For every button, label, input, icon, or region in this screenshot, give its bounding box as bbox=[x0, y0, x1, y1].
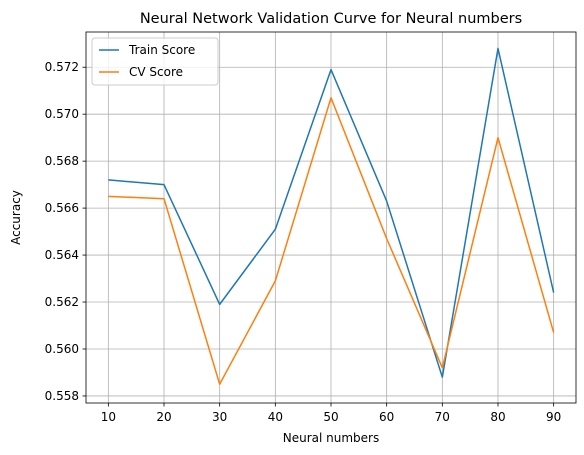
x-tick-label: 70 bbox=[435, 410, 450, 424]
y-axis-label: Accuracy bbox=[9, 190, 23, 245]
y-tick-label: 0.560 bbox=[45, 342, 79, 356]
x-tick-label: 10 bbox=[101, 410, 116, 424]
x-tick-label: 30 bbox=[212, 410, 227, 424]
y-tick-label: 0.562 bbox=[45, 295, 79, 309]
y-tick-label: 0.566 bbox=[45, 201, 79, 215]
x-tick-label: 40 bbox=[268, 410, 283, 424]
legend-label: CV Score bbox=[129, 65, 183, 79]
x-tick-label: 60 bbox=[379, 410, 394, 424]
x-tick-label: 20 bbox=[156, 410, 171, 424]
y-tick-label: 0.570 bbox=[45, 107, 79, 121]
x-tick-label: 90 bbox=[546, 410, 561, 424]
x-axis-label: Neural numbers bbox=[283, 431, 380, 445]
y-tick-label: 0.572 bbox=[45, 60, 79, 74]
chart-title: Neural Network Validation Curve for Neur… bbox=[140, 11, 522, 27]
x-tick-label: 80 bbox=[490, 410, 505, 424]
y-tick-label: 0.564 bbox=[45, 248, 79, 262]
axis-ticks: 10 20 30 40 50 60 70 80 90 0.558 0.560 0.562 0.564 0.… bbox=[45, 60, 562, 424]
legend-box bbox=[91, 37, 219, 86]
legend: Train Score CV Score bbox=[91, 37, 219, 86]
y-tick-label: 0.558 bbox=[45, 389, 79, 403]
legend-label: Train Score bbox=[128, 43, 195, 57]
series-lines bbox=[108, 47, 555, 385]
y-tick-label: 0.568 bbox=[45, 154, 79, 168]
grid bbox=[86, 32, 576, 403]
x-tick-label: 50 bbox=[323, 410, 338, 424]
